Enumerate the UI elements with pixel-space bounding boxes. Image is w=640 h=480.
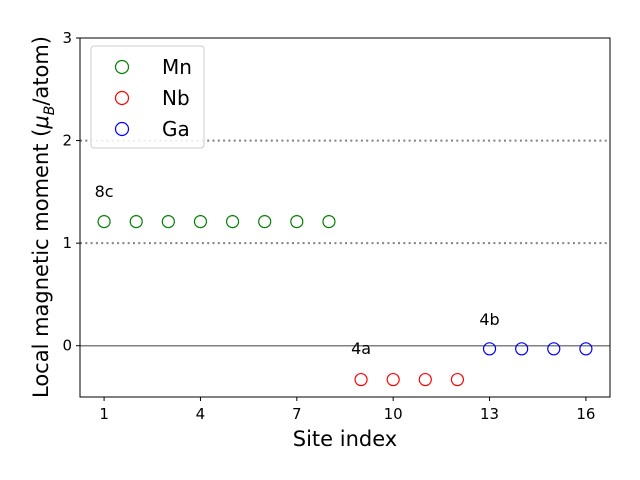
y-axis-label-prefix: Local magnetic moment (: [29, 129, 53, 398]
legend-label-mn: Mn: [162, 55, 192, 79]
data-point-mn: [225, 215, 240, 229]
legend: Mn Nb Ga: [90, 45, 205, 149]
y-axis-label: Local magnetic moment (μB/atom): [29, 36, 58, 398]
x-tick-label: 7: [292, 405, 302, 423]
data-point-nb: [354, 372, 368, 387]
y-tick-label: 0: [62, 337, 72, 355]
y-axis-label-suffix: /atom): [29, 36, 53, 106]
data-point-ga: [547, 342, 561, 356]
data-point-nb: [386, 372, 400, 387]
x-tick-label: 1: [99, 405, 109, 423]
data-point-ga: [515, 342, 529, 356]
legend-label-nb: Nb: [162, 86, 190, 110]
data-point-mn: [258, 215, 272, 229]
data-point-ga: [482, 342, 497, 356]
data-point-nb: [450, 372, 465, 387]
data-point-mn: [97, 215, 111, 229]
x-tick-label: 13: [480, 405, 499, 423]
y-axis-label-sub: B: [42, 106, 58, 116]
data-point-mn: [290, 215, 304, 229]
annotation-label: 4b: [479, 310, 499, 329]
x-tick-label: 4: [196, 405, 206, 423]
x-tick-label: 10: [384, 405, 403, 423]
data-point-mn: [322, 215, 336, 229]
y-tick-label: 1: [62, 234, 72, 252]
annotation-label: 4a: [351, 339, 371, 358]
y-tick-label: 2: [62, 132, 72, 150]
x-axis-label: Site index: [293, 427, 397, 451]
data-point-mn: [129, 215, 143, 229]
legend-marker-ga: [114, 121, 130, 137]
data-point-ga: [579, 342, 593, 356]
legend-marker-mn: [114, 59, 130, 75]
y-tick-label: 3: [62, 29, 72, 47]
plot-frame: [79, 37, 611, 398]
data-point-nb: [418, 372, 432, 387]
legend-label-ga: Ga: [162, 117, 190, 141]
data-point-mn: [161, 215, 175, 229]
data-point-mn: [193, 215, 208, 229]
annotation-label: 8c: [95, 182, 114, 201]
y-axis-label-mu: μ: [29, 115, 53, 129]
legend-marker-nb: [114, 90, 130, 106]
x-tick-label: 16: [576, 405, 595, 423]
